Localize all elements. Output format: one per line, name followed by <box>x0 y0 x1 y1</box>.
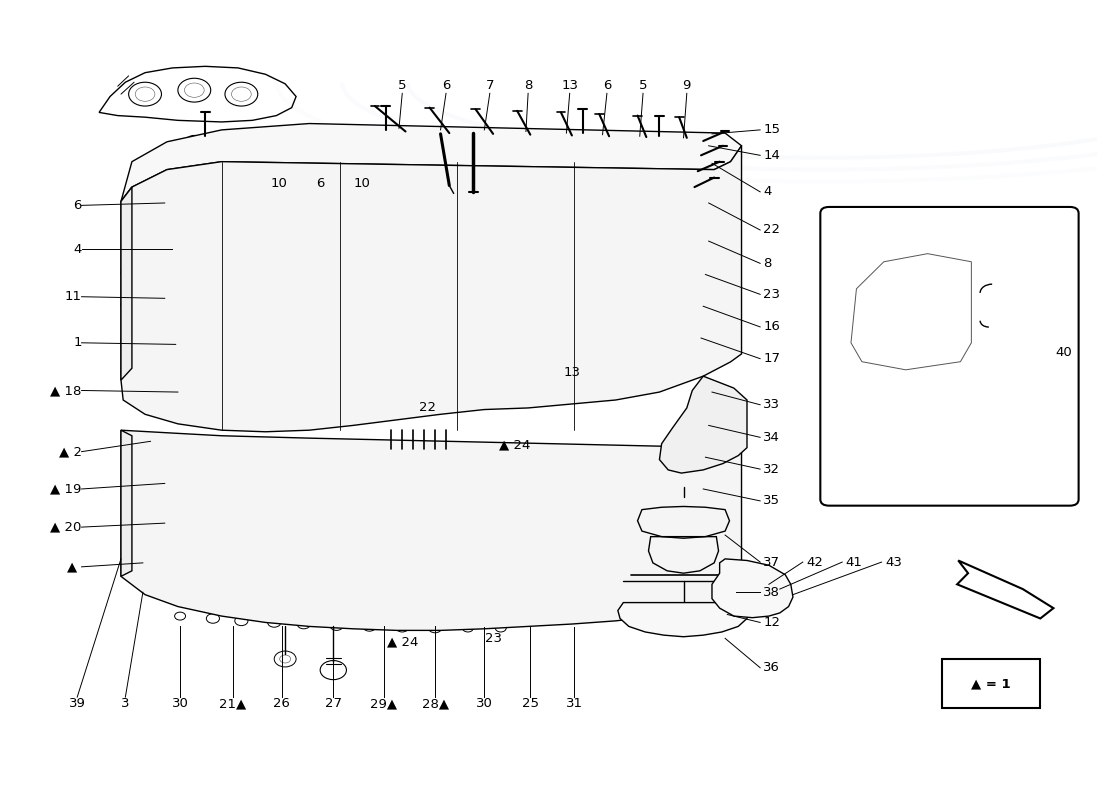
Text: 28▲: 28▲ <box>421 697 449 710</box>
Polygon shape <box>121 430 741 630</box>
Text: 23: 23 <box>763 288 780 301</box>
Text: 13: 13 <box>563 366 581 378</box>
Text: ▲ 2: ▲ 2 <box>58 445 81 458</box>
Text: 10: 10 <box>353 178 371 190</box>
Ellipse shape <box>572 234 651 320</box>
Polygon shape <box>712 559 793 618</box>
Text: 12: 12 <box>763 616 780 629</box>
Text: 30: 30 <box>476 697 493 710</box>
Text: 26: 26 <box>274 697 290 710</box>
FancyBboxPatch shape <box>942 659 1041 708</box>
Text: 34: 34 <box>763 431 780 444</box>
Ellipse shape <box>333 226 412 312</box>
Text: 25: 25 <box>521 697 539 710</box>
Text: ▲ 18: ▲ 18 <box>51 384 81 397</box>
Text: 6: 6 <box>603 78 612 92</box>
Text: ▲ 24: ▲ 24 <box>499 438 530 452</box>
Text: 6: 6 <box>442 78 450 92</box>
Circle shape <box>224 82 257 106</box>
Text: 5: 5 <box>398 78 407 92</box>
Text: 6: 6 <box>316 178 324 190</box>
Text: 37: 37 <box>763 555 780 569</box>
Polygon shape <box>121 146 741 432</box>
Ellipse shape <box>515 490 590 565</box>
Text: 38: 38 <box>763 586 780 598</box>
Polygon shape <box>618 602 749 637</box>
Text: ▲: ▲ <box>67 560 81 574</box>
Text: 4: 4 <box>74 242 81 255</box>
Ellipse shape <box>216 222 294 308</box>
Text: 9: 9 <box>683 78 691 92</box>
Text: 22: 22 <box>419 402 436 414</box>
Text: 7: 7 <box>485 78 494 92</box>
FancyBboxPatch shape <box>821 207 1079 506</box>
Text: 31: 31 <box>565 697 583 710</box>
Text: 16: 16 <box>763 321 780 334</box>
Text: 1: 1 <box>73 336 81 350</box>
Text: 17: 17 <box>763 352 780 365</box>
Text: 42: 42 <box>806 555 823 569</box>
Ellipse shape <box>453 230 532 316</box>
Text: 29▲: 29▲ <box>370 697 397 710</box>
Text: 22: 22 <box>763 223 780 237</box>
Text: 27: 27 <box>324 697 342 710</box>
Text: eurospares: eurospares <box>134 267 309 295</box>
Ellipse shape <box>163 483 236 558</box>
Text: 10: 10 <box>271 178 287 190</box>
Text: 40: 40 <box>1056 346 1072 359</box>
Text: 21▲: 21▲ <box>219 697 246 710</box>
Circle shape <box>129 82 162 106</box>
Text: 4: 4 <box>763 186 772 198</box>
Text: 8: 8 <box>524 78 532 92</box>
Text: 11: 11 <box>65 290 81 303</box>
Text: ▲ = 1: ▲ = 1 <box>971 677 1011 690</box>
Text: ▲ 19: ▲ 19 <box>51 482 81 495</box>
Polygon shape <box>121 187 132 380</box>
Ellipse shape <box>634 491 707 566</box>
Circle shape <box>674 614 692 627</box>
Ellipse shape <box>280 486 355 561</box>
Text: 13: 13 <box>561 78 579 92</box>
Text: 23: 23 <box>485 632 502 645</box>
Text: 43: 43 <box>884 555 902 569</box>
Text: 15: 15 <box>763 123 780 136</box>
Text: 8: 8 <box>763 257 772 270</box>
Text: eurospares: eurospares <box>462 529 638 557</box>
Text: 32: 32 <box>763 462 780 476</box>
Ellipse shape <box>398 488 472 563</box>
Text: eurospares: eurospares <box>462 267 638 295</box>
Text: ▲ 24: ▲ 24 <box>386 635 418 648</box>
Text: 41: 41 <box>846 555 862 569</box>
Text: ▲ 20: ▲ 20 <box>51 521 81 534</box>
Text: 36: 36 <box>763 662 780 674</box>
Text: 33: 33 <box>763 398 780 411</box>
Text: 35: 35 <box>763 494 780 507</box>
Polygon shape <box>121 123 741 202</box>
Text: 6: 6 <box>74 199 81 212</box>
Text: 14: 14 <box>763 149 780 162</box>
Text: 3: 3 <box>121 697 130 710</box>
Polygon shape <box>121 430 132 576</box>
Text: 30: 30 <box>172 697 188 710</box>
Text: eurospares: eurospares <box>134 529 309 557</box>
Text: 39: 39 <box>69 697 86 710</box>
Text: 5: 5 <box>639 78 647 92</box>
Circle shape <box>178 78 211 102</box>
Polygon shape <box>659 376 747 473</box>
